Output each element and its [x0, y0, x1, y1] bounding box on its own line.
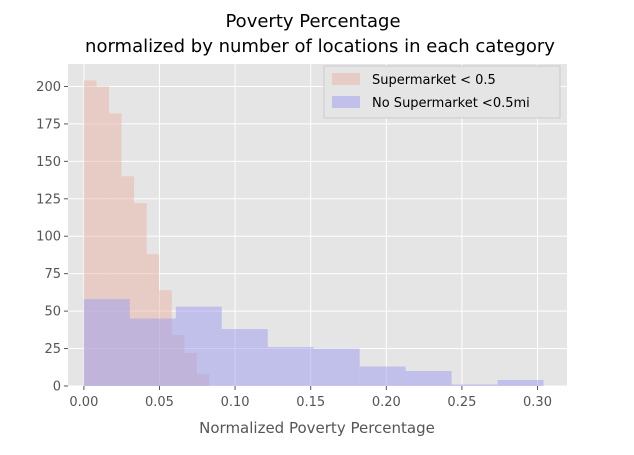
- x-tick-label: 0.30: [523, 395, 552, 410]
- chart-subtitle: normalized by number of locations in eac…: [85, 36, 555, 57]
- x-tick-label: 0.15: [296, 395, 325, 410]
- bar-no-supermarket: [267, 347, 314, 386]
- y-tick-label: 175: [36, 117, 61, 132]
- x-tick-label: 0.20: [372, 395, 401, 410]
- legend-label-supermarket: Supermarket < 0.5: [372, 73, 496, 88]
- bar-no-supermarket: [451, 384, 498, 386]
- x-tick-label: 0.25: [447, 395, 476, 410]
- bar-no-supermarket: [497, 380, 544, 386]
- x-tick-label: 0.00: [69, 395, 98, 410]
- y-tick-label: 150: [36, 155, 61, 170]
- x-axis-label: Normalized Poverty Percentage: [199, 419, 435, 437]
- bar-no-supermarket: [221, 329, 268, 386]
- x-tick-label: 0.05: [145, 395, 174, 410]
- y-tick-label: 200: [36, 80, 61, 95]
- legend-label-no-supermarket: No Supermarket <0.5mi: [372, 96, 530, 111]
- x-tick-label: 0.10: [221, 395, 250, 410]
- y-tick-label: 125: [36, 192, 61, 207]
- y-tick-label: 100: [36, 230, 61, 245]
- y-tick-label: 50: [44, 305, 61, 320]
- legend: Supermarket < 0.5 No Supermarket <0.5mi: [323, 65, 561, 119]
- bar-no-supermarket: [175, 306, 222, 386]
- bar-no-supermarket: [83, 299, 130, 386]
- legend-swatch-supermarket: [332, 73, 360, 85]
- y-tick-label: 75: [44, 267, 61, 282]
- y-tick-label: 25: [44, 342, 61, 357]
- bar-no-supermarket: [405, 371, 452, 386]
- bar-no-supermarket: [129, 318, 176, 386]
- y-tick-label: 0: [53, 380, 61, 395]
- legend-box: [323, 65, 561, 119]
- chart-title: Poverty Percentage: [225, 11, 400, 32]
- histogram-bars: [83, 80, 544, 387]
- legend-swatch-no-supermarket: [332, 96, 360, 108]
- axis-ticks: 0.00 0.05 0.10 0.15 0.20 0.25 0.30 0 25 50 75 100 12…: [36, 80, 552, 410]
- bar-no-supermarket: [313, 348, 360, 386]
- bar-no-supermarket: [359, 366, 406, 386]
